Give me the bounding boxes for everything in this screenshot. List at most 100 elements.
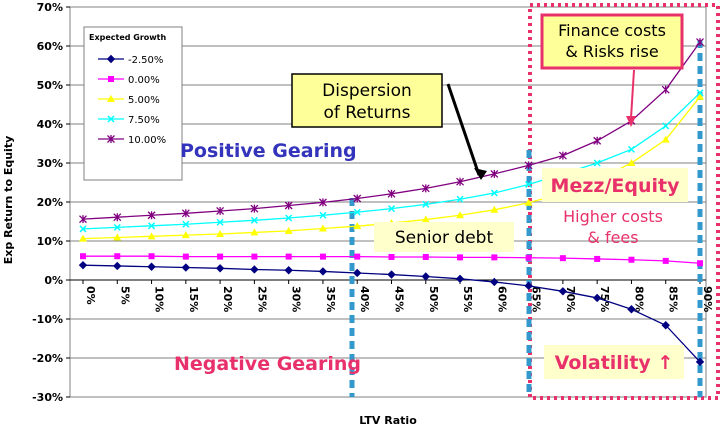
legend-box xyxy=(83,26,183,181)
dispersion-arrowhead xyxy=(474,168,487,180)
data-point xyxy=(490,189,498,197)
legend-item: -2.50% xyxy=(98,54,163,66)
y-tick-label: 70% xyxy=(37,1,63,14)
higher-costs-label: Higher costs & fees xyxy=(563,207,663,247)
data-point xyxy=(79,215,87,224)
series-0.00% xyxy=(80,253,703,267)
data-point xyxy=(697,260,703,267)
data-point xyxy=(524,198,533,206)
data-point xyxy=(319,253,326,260)
x-tick-label: 10% xyxy=(153,286,166,312)
x-tick-label: 85% xyxy=(667,286,680,312)
data-point xyxy=(661,135,670,143)
data-point xyxy=(422,200,430,208)
data-point xyxy=(661,85,670,94)
data-point xyxy=(696,92,704,100)
x-tick-label: 60% xyxy=(495,286,508,312)
data-point xyxy=(147,262,156,271)
legend-label: 0.00% xyxy=(128,75,160,86)
data-point xyxy=(388,253,395,260)
data-point xyxy=(661,321,670,330)
data-point xyxy=(216,206,225,215)
data-point xyxy=(250,265,259,274)
legend-label: 5.00% xyxy=(128,95,160,106)
data-point xyxy=(559,255,566,262)
series--2.50% xyxy=(78,260,705,367)
data-point xyxy=(148,253,155,260)
data-point xyxy=(490,277,499,287)
legend-swatch-marker xyxy=(106,54,116,64)
volatility-note xyxy=(544,345,684,379)
data-point xyxy=(182,220,190,228)
data-point xyxy=(181,209,190,218)
dispersion-arrow xyxy=(446,83,481,176)
data-point xyxy=(696,89,704,97)
legend-label: 7.50% xyxy=(128,115,160,126)
data-point xyxy=(79,225,87,233)
data-point xyxy=(284,266,293,275)
legend-item: 10.00% xyxy=(98,135,166,146)
y-tick-label: -30% xyxy=(32,391,63,404)
y-tick-label: 20% xyxy=(37,196,63,209)
data-point xyxy=(627,305,636,314)
mezz-equity-note xyxy=(542,168,688,202)
legend-item: 7.50% xyxy=(98,115,160,126)
data-point xyxy=(456,177,465,186)
series-10.00% xyxy=(79,38,704,224)
data-point xyxy=(113,223,121,231)
data-point xyxy=(216,229,225,237)
data-point xyxy=(455,274,465,284)
data-point xyxy=(318,224,327,232)
data-point xyxy=(113,233,122,241)
data-point xyxy=(251,253,258,260)
legend: Expected Growth -2.50% 0.00% 5.00% 7.50% 10.… xyxy=(83,26,183,181)
data-point xyxy=(285,253,292,260)
y-tick-label: 0% xyxy=(44,274,63,287)
y-axis-title: Exp Return to Equity xyxy=(2,136,15,264)
data-point xyxy=(421,272,430,281)
data-point xyxy=(525,254,532,261)
data-point xyxy=(215,264,225,273)
data-point xyxy=(147,232,156,240)
dispersion-label: Dispersion of Returns xyxy=(322,81,412,123)
x-tick-label: 70% xyxy=(564,286,577,312)
volatility-label: Volatility ↑ xyxy=(555,352,674,374)
x-tick-label: 30% xyxy=(290,286,303,312)
data-point xyxy=(250,228,259,236)
data-point xyxy=(628,256,635,263)
x-tick-label: 80% xyxy=(632,286,645,312)
data-point xyxy=(524,161,533,170)
legend-label: 10.00% xyxy=(128,135,166,146)
data-point xyxy=(284,226,293,234)
data-point xyxy=(148,222,156,230)
data-point xyxy=(627,159,636,166)
risk-zone-box xyxy=(528,3,720,400)
data-point xyxy=(147,211,156,220)
data-point xyxy=(387,205,396,213)
y-axis-ticks: 70% 60% 50% 40% 30% 20% 10% 0% -10% -20% -30% xyxy=(32,1,70,404)
dispersion-callout: Dispersion of Returns xyxy=(291,73,487,180)
x-tick-label: 65% xyxy=(530,286,543,312)
data-point xyxy=(524,281,533,291)
data-point xyxy=(592,293,602,303)
data-point xyxy=(353,222,362,230)
data-point xyxy=(79,234,87,242)
data-point xyxy=(695,357,705,367)
data-point xyxy=(318,198,327,207)
x-tick-label: 45% xyxy=(393,286,406,312)
finance-note xyxy=(540,13,684,70)
y-tick-label: -20% xyxy=(32,352,63,365)
data-point xyxy=(422,253,429,260)
x-tick-label: 50% xyxy=(427,286,440,312)
data-point xyxy=(285,214,293,222)
legend-item: 0.00% xyxy=(98,75,160,86)
legend-swatch-marker xyxy=(107,115,115,123)
data-point xyxy=(354,253,361,260)
data-point xyxy=(80,253,86,260)
x-tick-label: 55% xyxy=(461,286,474,312)
mezz-equity-label: Mezz/Equity xyxy=(551,175,681,197)
data-point xyxy=(627,145,635,153)
x-tick-label: 15% xyxy=(187,286,200,312)
data-point xyxy=(284,201,293,210)
